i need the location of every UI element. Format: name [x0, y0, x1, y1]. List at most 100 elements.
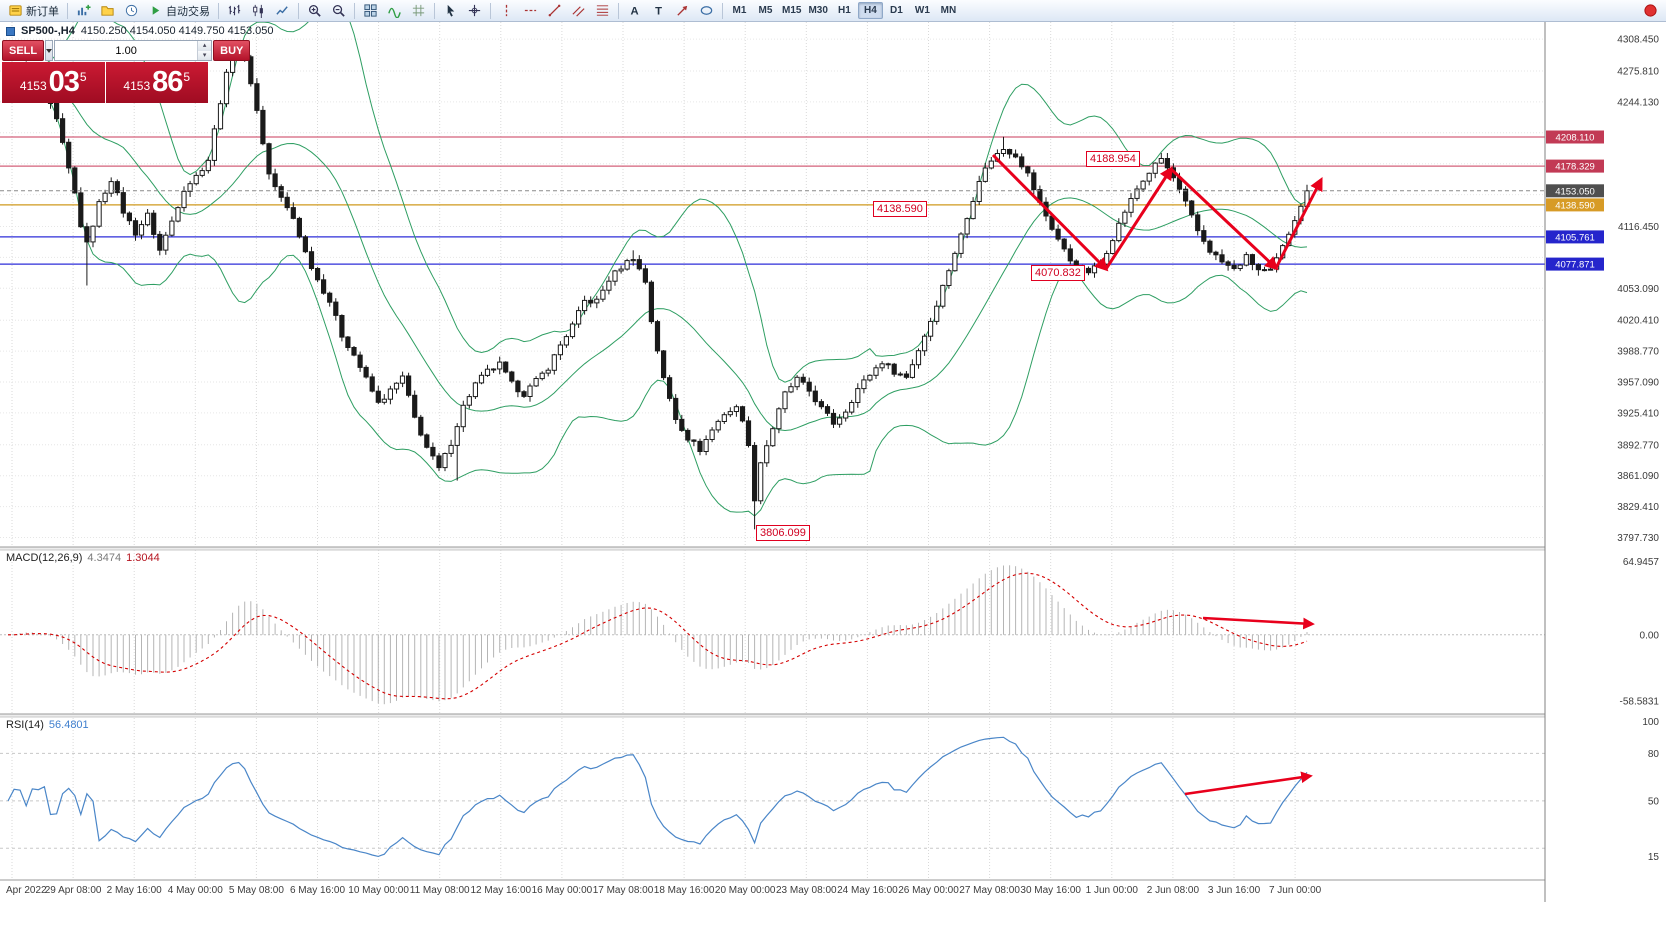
timeframe-h1-button[interactable]: H1: [832, 2, 857, 19]
volume-control: ▴ ▾: [54, 40, 213, 61]
macd-params: (12,26,9): [38, 552, 83, 564]
market-watch-icon[interactable]: [120, 1, 143, 20]
timeframe-h4-button[interactable]: H4: [857, 2, 883, 19]
volume-increase-button[interactable]: ▴: [198, 41, 212, 51]
svg-text:3925.410: 3925.410: [1617, 408, 1659, 419]
text-icon[interactable]: A: [623, 1, 646, 20]
svg-text:3797.730: 3797.730: [1617, 533, 1659, 544]
chart-canvas[interactable]: 4308.450 4275.810 4244.130 4116.450 4053.090…: [0, 22, 1666, 941]
horizontal-level-lines[interactable]: [0, 136, 1545, 265]
macd-main-value: 4.3474: [87, 552, 122, 564]
macd-trend-arrow: [1202, 616, 1315, 630]
shapes-icon[interactable]: [695, 1, 718, 20]
timeframe-m15-button[interactable]: M15: [779, 2, 804, 19]
crosshair-icon[interactable]: [463, 1, 486, 20]
time-axis-label: 11 May 08:00: [410, 885, 470, 896]
trend-arrow: [991, 153, 1109, 272]
svg-text:3988.770: 3988.770: [1617, 347, 1659, 358]
time-axis-label: 1 Jun 00:00: [1086, 885, 1139, 896]
timeframe-m5-button[interactable]: M5: [753, 2, 778, 19]
timeframe-m1-button[interactable]: M1: [727, 2, 752, 19]
svg-text:100: 100: [1642, 717, 1659, 728]
ask-big-figure: 4153: [123, 79, 151, 93]
channel-icon[interactable]: [567, 1, 590, 20]
bar-chart-icon[interactable]: [223, 1, 246, 20]
profiles-icon[interactable]: [96, 1, 119, 20]
ask-pipette: 5: [183, 69, 191, 84]
horizontal-line-icon[interactable]: [519, 1, 542, 20]
chart-symbol-period: SP500-,H4: [21, 25, 75, 37]
svg-text:4178.329: 4178.329: [1555, 162, 1595, 173]
indicators-icon[interactable]: [383, 1, 406, 20]
trend-arrow: [1104, 166, 1173, 270]
zoom-in-icon[interactable]: [303, 1, 326, 20]
time-axis-label: 24 May 16:00: [837, 885, 898, 896]
fibonacci-icon[interactable]: [591, 1, 614, 20]
price-annotation-box[interactable]: 4138.590: [873, 201, 927, 217]
trendline-icon[interactable]: [543, 1, 566, 20]
price-annotation-box[interactable]: 3806.099: [756, 525, 810, 541]
timeframe-mn-button[interactable]: MN: [936, 2, 961, 19]
new-order-button[interactable]: 新订单: [4, 1, 63, 20]
chart-add-icon[interactable]: [72, 1, 95, 20]
svg-text:4077.871: 4077.871: [1555, 260, 1595, 271]
arrow-tool-icon[interactable]: [671, 1, 694, 20]
svg-text:3957.090: 3957.090: [1617, 378, 1659, 389]
candlestick-chart-icon[interactable]: [247, 1, 270, 20]
time-axis-label: 23 May 08:00: [776, 885, 837, 896]
svg-text:4020.410: 4020.410: [1617, 316, 1659, 327]
volume-input[interactable]: [55, 41, 198, 60]
order-options-dropdown[interactable]: [45, 40, 54, 61]
toolbar-separator: [298, 2, 299, 19]
rsi-panel[interactable]: [0, 736, 1545, 858]
time-axis-label: 16 May 00:00: [532, 885, 593, 896]
grid-icon[interactable]: [407, 1, 430, 20]
toolbar-separator: [490, 2, 491, 19]
label-icon[interactable]: T: [647, 1, 670, 20]
vertical-line-icon[interactable]: [495, 1, 518, 20]
buy-button[interactable]: BUY: [213, 40, 251, 61]
timeframe-d1-button[interactable]: D1: [884, 2, 909, 19]
bid-pipette: 5: [79, 69, 87, 84]
timeframe-m30-button[interactable]: M30: [805, 2, 830, 19]
time-axis-label: 5 May 08:00: [229, 885, 284, 896]
auto-trading-button[interactable]: 自动交易: [144, 1, 214, 20]
price-annotation-box[interactable]: 4188.954: [1086, 151, 1140, 167]
price-annotation-box[interactable]: 4070.832: [1031, 265, 1085, 281]
ask-price-button[interactable]: 4153 86 5: [105, 62, 208, 103]
svg-text:0.00: 0.00: [1640, 630, 1660, 641]
toolbar: 新订单 自动交易 A T M1 M5 M15 M30 H1 H4 D1 W1 MN: [0, 0, 1666, 22]
time-axis-label: Apr 2022: [6, 885, 47, 896]
sell-button[interactable]: SELL: [2, 40, 45, 61]
zoom-out-icon[interactable]: [327, 1, 350, 20]
time-axis-label: 2 Jun 08:00: [1147, 885, 1200, 896]
line-chart-icon[interactable]: [271, 1, 294, 20]
volume-decrease-button[interactable]: ▾: [198, 50, 212, 60]
tile-windows-icon[interactable]: [359, 1, 382, 20]
toolbar-separator: [67, 2, 68, 19]
rsi-indicator-label: RSI(14) 56.4801: [6, 719, 89, 731]
connection-status-icon[interactable]: [1639, 1, 1662, 20]
rsi-value: 56.4801: [48, 719, 89, 731]
toolbar-separator: [618, 2, 619, 19]
price-tag-current: 4153.050: [1546, 184, 1604, 198]
toolbar-separator: [434, 2, 435, 19]
price-tag-support: 4077.871: [1546, 257, 1604, 271]
rsi-line: [7, 736, 1308, 858]
cursor-icon[interactable]: [439, 1, 462, 20]
macd-panel[interactable]: [0, 565, 1545, 705]
timeframe-w1-button[interactable]: W1: [910, 2, 935, 19]
price-tags: 4208.110 4178.329 4153.050 4138.590 4105.761…: [1546, 130, 1604, 271]
macd-signal-value: 1.3044: [126, 552, 160, 564]
time-axis-label: 2 May 16:00: [107, 885, 162, 896]
bid-price-button[interactable]: 4153 03 5: [2, 62, 105, 103]
price-axis[interactable]: [1545, 22, 1666, 902]
macd-indicator-label: MACD(12,26,9) 4.3474 1.3044: [6, 552, 160, 564]
svg-text:4116.450: 4116.450: [1618, 222, 1659, 233]
time-axis-label: 7 Jun 00:00: [1269, 885, 1322, 896]
trend-arrows[interactable]: [991, 153, 1323, 796]
toolbar-separator: [218, 2, 219, 19]
toolbar-separator: [354, 2, 355, 19]
vertical-gridlines: [11, 22, 1296, 880]
time-axis-label: 12 May 16:00: [470, 885, 531, 896]
